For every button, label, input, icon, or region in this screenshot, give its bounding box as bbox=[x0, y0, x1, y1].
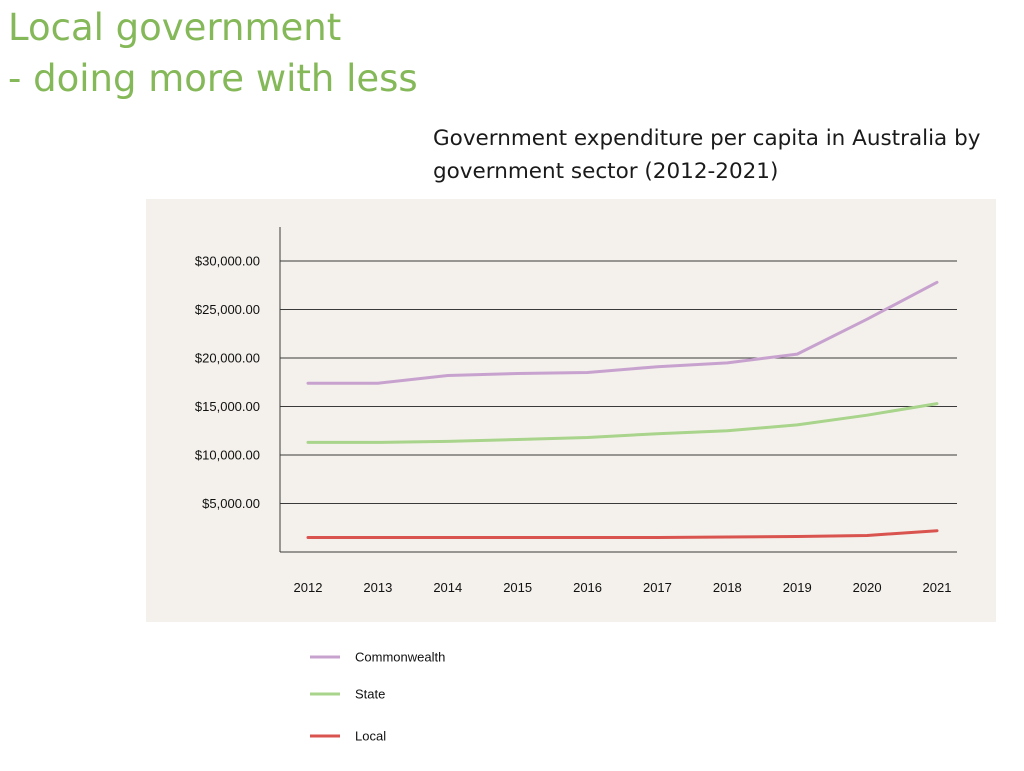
y-tick-label: $5,000.00 bbox=[202, 496, 260, 511]
chart-title-line-1: Government expenditure per capita in Aus… bbox=[433, 126, 981, 151]
legend-label-commonwealth: Commonwealth bbox=[355, 650, 445, 665]
series-line-state bbox=[306, 402, 939, 444]
slide-title: Local government - doing more with less bbox=[8, 2, 418, 104]
x-tick-label: 2015 bbox=[503, 580, 532, 595]
chart-title: Government expenditure per capita in Aus… bbox=[433, 122, 1013, 188]
legend-label-state: State bbox=[355, 687, 385, 702]
x-tick-label: 2014 bbox=[433, 580, 462, 595]
x-tick-label: 2021 bbox=[923, 580, 952, 595]
y-tick-label: $30,000.00 bbox=[195, 254, 260, 269]
legend-label-local: Local bbox=[355, 729, 386, 744]
chart-title-line-2: government sector (2012-2021) bbox=[433, 159, 779, 184]
x-tick-label: 2013 bbox=[363, 580, 392, 595]
y-tick-label: $20,000.00 bbox=[195, 351, 260, 366]
y-tick-label: $25,000.00 bbox=[195, 302, 260, 317]
x-tick-label: 2012 bbox=[294, 580, 323, 595]
x-tick-label: 2016 bbox=[573, 580, 602, 595]
series-line-local bbox=[306, 529, 939, 539]
x-tick-label: 2018 bbox=[713, 580, 742, 595]
series-line-commonwealth bbox=[306, 280, 939, 385]
x-tick-label: 2019 bbox=[783, 580, 812, 595]
y-tick-label: $10,000.00 bbox=[195, 448, 260, 463]
x-tick-label: 2017 bbox=[643, 580, 672, 595]
y-tick-label: $15,000.00 bbox=[195, 399, 260, 414]
plot-background bbox=[146, 199, 996, 622]
x-tick-label: 2020 bbox=[853, 580, 882, 595]
slide-title-line-2: - doing more with less bbox=[8, 57, 418, 100]
slide-title-line-1: Local government bbox=[8, 6, 342, 49]
